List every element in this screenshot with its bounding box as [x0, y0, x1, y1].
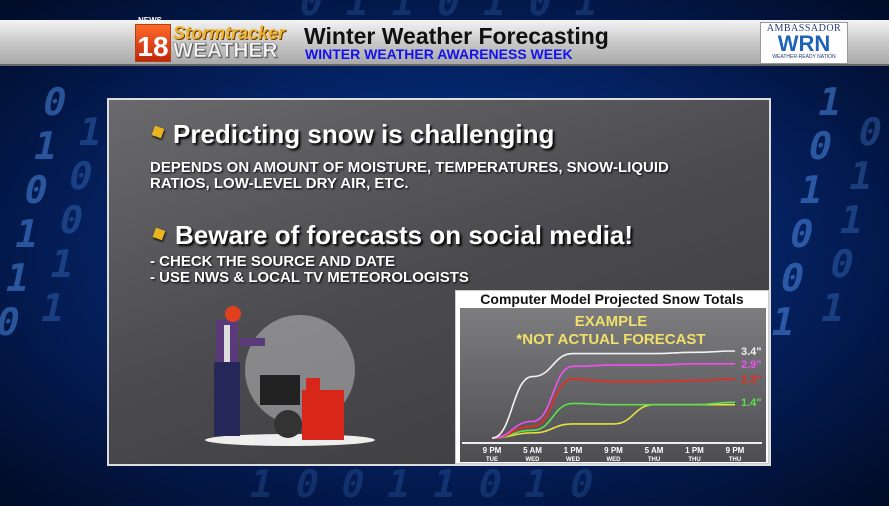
chart-annotation: EXAMPLE — [575, 313, 648, 330]
station-logo: NEWS 18 — [135, 16, 171, 62]
series-end-label: 1.4" — [741, 397, 762, 409]
x-tick-day: THU — [729, 457, 741, 463]
x-tick-day: WED — [526, 457, 541, 463]
series-line — [491, 378, 736, 439]
snow-totals-chart: Computer Model Projected Snow Totals EXA… — [455, 290, 769, 464]
series-line — [491, 362, 735, 439]
x-tick-label: 9 PM — [483, 446, 502, 455]
x-tick-label: 9 PM — [604, 446, 623, 455]
page-title: Winter Weather Forecasting — [304, 23, 609, 49]
point1-heading: Predicting snow is challenging — [173, 119, 555, 149]
x-tick-day: TUE — [486, 457, 498, 463]
point2-heading: Beware of forecasts on social media! — [175, 220, 634, 250]
page-subtitle: WINTER WEATHER AWARENESS WEEK — [305, 46, 573, 62]
wrn-logo: AMBASSADOR WRN WEATHER-READY NATION — [760, 22, 848, 64]
series-end-label: 3.4" — [741, 346, 762, 358]
x-tick-day: THU — [648, 457, 660, 463]
series-line — [491, 350, 736, 439]
brand-weather: WEATHER — [173, 39, 278, 62]
x-tick-day: WED — [607, 457, 622, 463]
brand-stormtracker: Stormtracker — [173, 23, 286, 43]
x-tick-label: 1 PM — [685, 446, 704, 455]
x-tick-label: 1 PM — [564, 446, 583, 455]
series-line — [491, 401, 736, 439]
x-tick-day: WED — [566, 457, 581, 463]
series-end-label: 2.9" — [741, 359, 762, 371]
x-tick-label: 9 PM — [726, 446, 745, 455]
x-tick-label: 5 AM — [523, 446, 542, 455]
chart-title: Computer Model Projected Snow Totals — [480, 291, 744, 307]
x-tick-day: THU — [688, 457, 700, 463]
point1-body: DEPENDS ON AMOUNT OF MOISTURE, TEMPERATU… — [150, 159, 669, 192]
x-tick-label: 5 AM — [645, 446, 664, 455]
chart-annotation: *NOT ACTUAL FORECAST — [516, 331, 705, 348]
point2-body: - CHECK THE SOURCE AND DATE - USE NWS & L… — [150, 253, 469, 286]
series-end-label: 2.3" — [741, 374, 762, 386]
